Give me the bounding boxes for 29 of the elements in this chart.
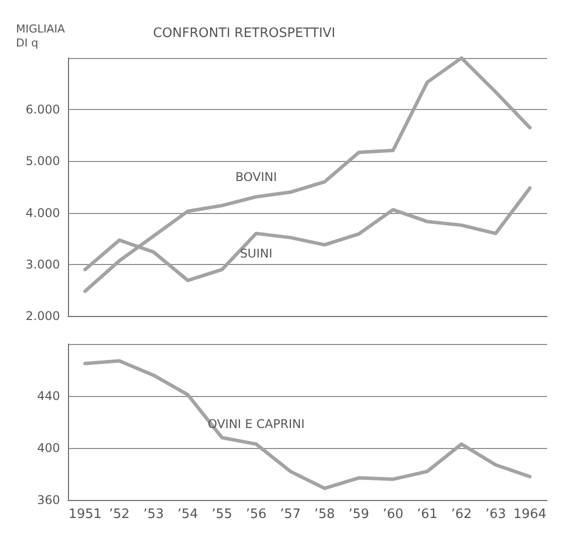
line-series [83,56,532,293]
y-tick-label: 5.000 [26,154,60,168]
x-tick-label: 1964 [513,507,546,522]
x-tick-label: ’61 [416,507,438,522]
y-tick-label: 440 [37,389,60,403]
x-tick-label: ’58 [314,507,335,522]
x-tick-label: 1951 [68,507,102,522]
x-tick-label: ’56 [246,507,267,522]
x-tick-label: ’62 [451,507,472,522]
y-tick-label: 400 [37,441,60,455]
y-tick-label: 360 [37,493,60,507]
series-label: OVINI E CAPRINI [208,417,305,432]
line-series [83,359,532,490]
x-tick-label: ’57 [280,507,301,522]
y-axis-title: MIGLIAIA DI q [16,22,66,50]
x-tick-label: ’60 [382,507,404,522]
x-tick-label: ’54 [177,507,198,522]
x-tick-label: ’52 [108,507,130,522]
y-tick-label: 2.000 [26,309,60,323]
x-tick-label: ’53 [143,507,164,522]
x-tick-label: ’59 [348,507,370,522]
y-tick-label: 3.000 [26,257,60,272]
series-label: SUINI [240,246,272,260]
chart-title: CONFRONTI RETROSPETTIVI [153,26,336,41]
x-tick-label: ’55 [212,507,232,522]
y-tick-label: 6.000 [26,102,60,117]
series-label: BOVINI [235,170,277,184]
x-tick-label: ’63 [485,507,506,522]
y-tick-label: 4.000 [26,206,60,220]
